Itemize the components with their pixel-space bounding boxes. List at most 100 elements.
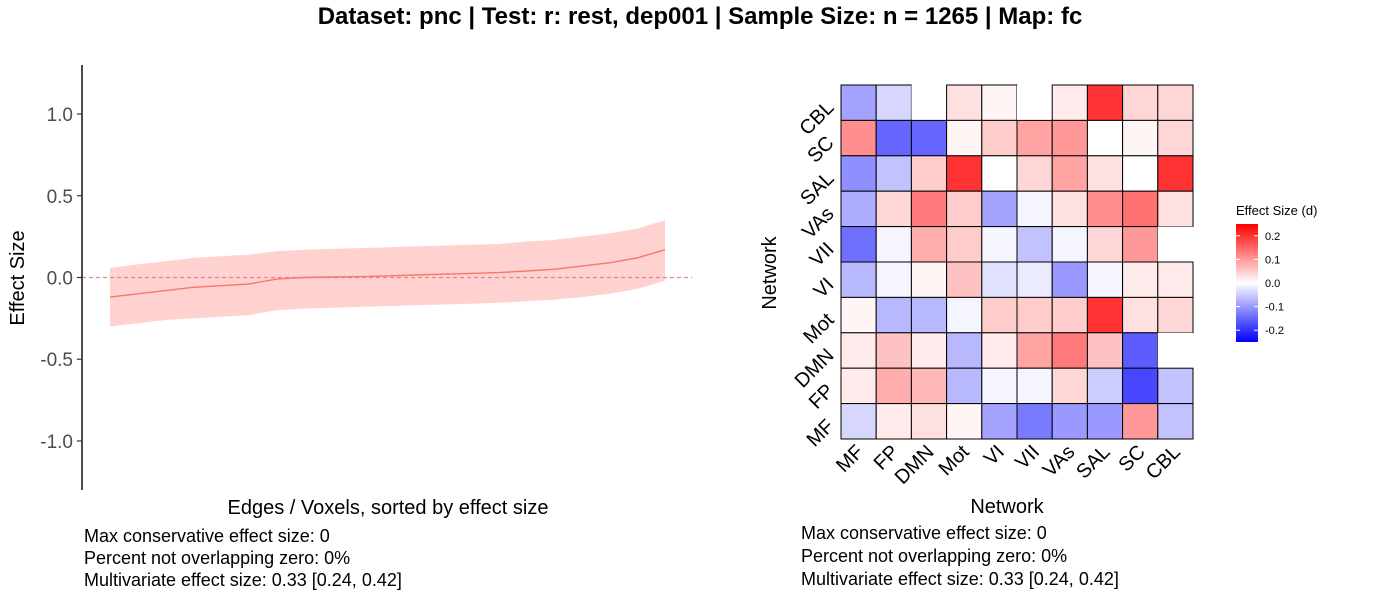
estimate-line [109, 249, 666, 298]
heatmap-cell [981, 119, 1018, 157]
heatmap-cell [1016, 226, 1053, 263]
heatmap-cell [1086, 155, 1124, 192]
heatmap-cell [840, 403, 877, 440]
heatmap-cell [946, 403, 983, 440]
heatmap-cell [875, 155, 912, 192]
heatmap-cell [875, 226, 912, 263]
heatmap-cell [1157, 403, 1194, 440]
heatmap-cell [1122, 367, 1159, 405]
heatmap-row-label: VAs [798, 203, 838, 243]
heatmap-cell [1157, 155, 1194, 192]
heatmap-cell [981, 226, 1018, 263]
heatmap-cell [910, 367, 948, 405]
heatmap-cell [1122, 190, 1159, 228]
heatmap-cell [875, 367, 912, 405]
heatmap-cell [910, 261, 948, 298]
heatmap-cell [1051, 296, 1088, 334]
heatmap-column-label: VAs [1039, 441, 1079, 481]
caption-percent-not-overlapping: Percent not overlapping zero: 0% [84, 548, 350, 568]
heatmap-cell [910, 190, 948, 228]
heatmap-cell [910, 226, 948, 263]
heatmap-cell [840, 226, 877, 263]
heatmap-cell [981, 367, 1018, 405]
heatmap-cell [1051, 155, 1088, 192]
caption-max-conservative: Max conservative effect size: 0 [84, 526, 330, 546]
heatmap-row-label: SAL [796, 167, 838, 209]
heatmap-cell [1086, 367, 1124, 405]
heatmap-cell [981, 155, 1018, 192]
x-axis-title: Edges / Voxels, sorted by effect size [228, 497, 549, 519]
heatmap-cell [1051, 84, 1088, 121]
heatmap-cell [875, 190, 912, 228]
heatmap-cell [875, 261, 912, 298]
color-legend: Effect Size (d) 0.2 0.1 0.0 -0.1 -0.2 [1236, 203, 1317, 342]
heatmap-cell [910, 296, 948, 334]
heatmap-cell [1016, 367, 1053, 405]
heatmap-cell [1157, 190, 1194, 228]
heatmap-cell [1122, 84, 1159, 121]
y-tick-label: 1.0 [47, 105, 73, 126]
heatmap-cell [981, 332, 1018, 369]
heatmap-cell [1122, 261, 1159, 298]
heatmap-column-label: VII [1011, 441, 1044, 474]
legend-tick-label: -0.1 [1265, 302, 1284, 314]
heatmap-cell [1016, 119, 1053, 157]
effect-size-panel: -1.0 -0.5 0.0 0.5 1.0 Effect Size Edges / Vo… [7, 65, 692, 590]
heatmap-cell [840, 155, 877, 192]
heatmap-cell [981, 261, 1018, 298]
caption-multivariate-effect: Multivariate effect size: 0.33 [0.24, 0.… [84, 570, 402, 590]
legend-ticks: 0.2 0.1 0.0 -0.1 -0.2 [1236, 231, 1284, 337]
y-tick-label: 0.5 [47, 187, 73, 208]
heatmap-row-label: Mot [799, 309, 838, 348]
heatmap-cell [1016, 155, 1053, 192]
heatmap-cell [1157, 367, 1194, 405]
y-axis-ticks: -1.0 -0.5 0.0 0.5 1.0 [40, 105, 82, 453]
heatmap-cell [1016, 261, 1053, 298]
y-axis-title: Effect Size [7, 230, 29, 325]
heatmap-cell [946, 119, 983, 157]
heatmap-cell [946, 367, 983, 405]
heatmap-cell [1122, 155, 1159, 192]
heatmap-cell [981, 84, 1018, 121]
heatmap-cells [840, 84, 1194, 440]
heatmap-caption-percent-not-overlapping: Percent not overlapping zero: 0% [801, 546, 1067, 566]
heatmap-cell [1051, 332, 1088, 369]
heatmap-cell-empty [911, 85, 947, 121]
heatmap-cell [1086, 119, 1124, 157]
heatmap-cell [840, 190, 877, 228]
heatmap-cell [946, 84, 983, 121]
heatmap-column-label: CBL [1142, 441, 1185, 484]
heatmap-column-label: DMN [891, 441, 939, 489]
heatmap-cell [1051, 367, 1088, 405]
legend-tick-label: 0.0 [1265, 278, 1280, 290]
heatmap-cell [875, 84, 912, 121]
legend-tick-label: -0.2 [1265, 325, 1284, 337]
heatmap-caption-max-conservative: Max conservative effect size: 0 [801, 523, 1047, 543]
heatmap-cell [1086, 296, 1124, 334]
heatmap-row-label: VII [806, 238, 839, 271]
heatmap-column-label: MF [832, 441, 868, 477]
heatmap-cell [1051, 226, 1088, 263]
heatmap-cell [946, 261, 983, 298]
heatmap-row-label: CBL [795, 97, 838, 140]
heatmap-cell [1157, 296, 1194, 334]
heatmap-cell [1086, 332, 1124, 369]
heatmap-column-label: Mot [935, 441, 974, 480]
heatmap-cell [1157, 84, 1194, 121]
heatmap-cell [1122, 296, 1159, 334]
heatmap-cell [910, 119, 948, 157]
heatmap-cell-empty [1017, 85, 1053, 121]
y-tick-label: -0.5 [40, 350, 73, 371]
heatmap-cell [840, 119, 877, 157]
legend-title: Effect Size (d) [1236, 203, 1317, 218]
heatmap-cell [1122, 403, 1159, 440]
heatmap-cell-empty [1157, 226, 1193, 262]
heatmap-cell [875, 296, 912, 334]
heatmap-cell [1086, 403, 1124, 440]
heatmap-cell [1051, 190, 1088, 228]
heatmap-cell [1122, 226, 1159, 263]
